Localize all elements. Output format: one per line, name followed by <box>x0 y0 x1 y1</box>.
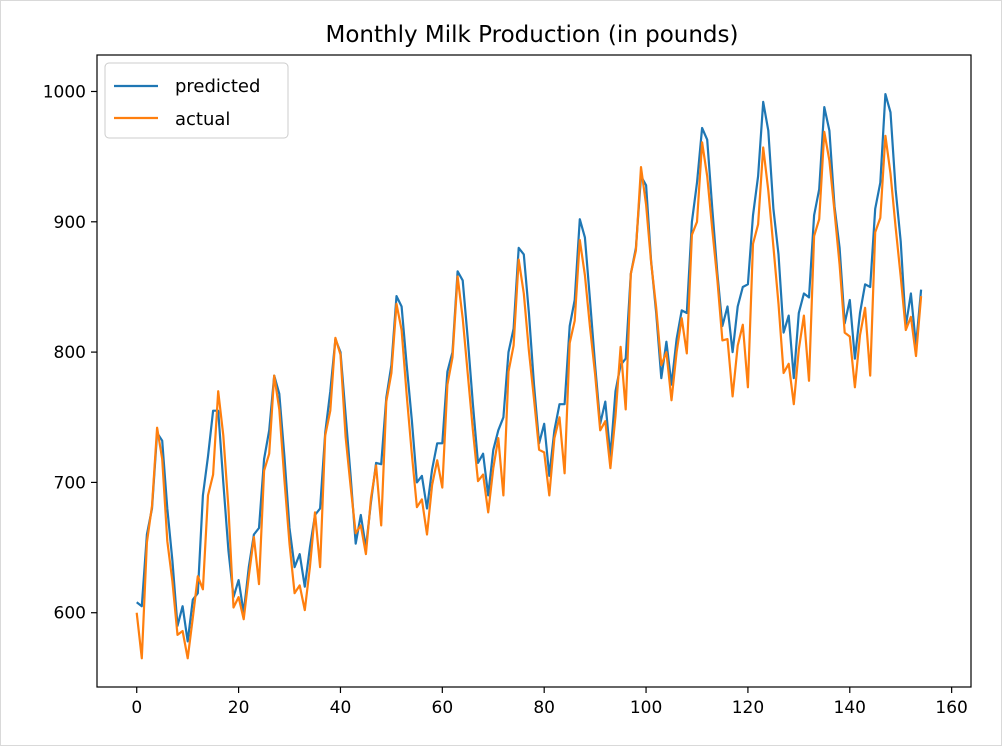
x-tick-label: 140 <box>834 698 866 718</box>
x-tick-label: 20 <box>228 698 250 718</box>
series-line-actual <box>135 130 923 660</box>
x-tick-label: 40 <box>330 698 352 718</box>
x-tick-label: 80 <box>533 698 555 718</box>
x-tick-label: 0 <box>131 698 142 718</box>
y-tick-label: 800 <box>54 343 86 363</box>
legend-box <box>104 62 289 139</box>
x-tick-label: 60 <box>432 698 454 718</box>
x-tick-label: 120 <box>732 698 764 718</box>
y-tick-label: 600 <box>54 604 86 624</box>
x-tick-label: 100 <box>630 698 662 718</box>
chart-title: Monthly Milk Production (in pounds) <box>326 22 739 48</box>
legend-label-actual: actual <box>175 109 230 130</box>
y-tick-label: 900 <box>54 213 86 233</box>
legend: predicted actual <box>104 62 289 139</box>
y-tick-label: 1000 <box>43 82 86 102</box>
y-tick-label: 700 <box>54 473 86 493</box>
series-line-predicted <box>136 92 923 643</box>
legend-label-predicted: predicted <box>175 76 260 97</box>
plot-area-frame <box>96 54 972 688</box>
x-tick-label: 160 <box>935 698 967 718</box>
